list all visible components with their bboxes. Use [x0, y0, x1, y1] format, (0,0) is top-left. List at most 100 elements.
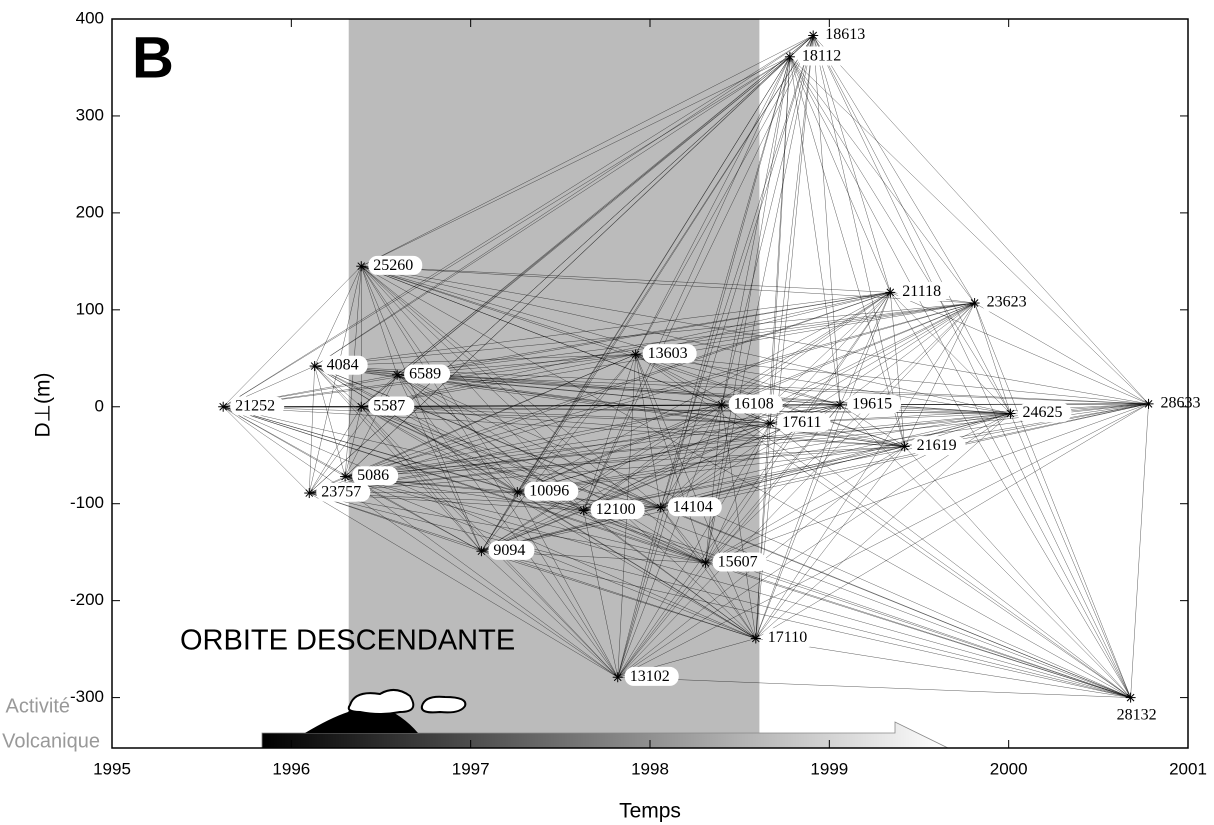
pair-link — [481, 404, 722, 552]
pair-link — [223, 56, 790, 407]
label-box — [488, 540, 535, 560]
pair-link — [314, 302, 975, 367]
pair-link — [974, 302, 1011, 414]
point — [716, 399, 727, 410]
pair-link — [345, 404, 841, 477]
pair-link — [309, 56, 791, 494]
pair-link — [705, 446, 905, 564]
pair-link — [1010, 413, 1131, 698]
pair-link — [361, 35, 814, 267]
asterisk-stroke — [613, 673, 622, 682]
pair-link — [309, 266, 362, 494]
pair-link — [517, 491, 1131, 698]
asterisk-stroke — [513, 488, 522, 496]
point-label: 23757 — [321, 484, 361, 501]
pair-link — [361, 265, 841, 406]
asterisk-stroke — [836, 400, 844, 409]
point-label: 13603 — [648, 345, 688, 362]
x-tick-label: 1998 — [631, 759, 669, 778]
pair-link — [309, 366, 315, 494]
pair-link — [705, 562, 756, 639]
pair-link — [361, 56, 790, 267]
pair-link — [309, 406, 362, 494]
point-label: 5587 — [373, 397, 405, 414]
pair-link — [361, 406, 1011, 414]
point — [392, 369, 403, 380]
asterisk-stroke — [219, 402, 228, 411]
x-axis-title: Temps — [619, 800, 681, 823]
pair-link — [617, 35, 814, 678]
pair-link — [309, 492, 1131, 698]
label-box — [712, 552, 767, 572]
pair-link — [309, 403, 1149, 494]
pair-link — [361, 406, 771, 424]
point-label: 28132 — [1117, 706, 1157, 723]
asterisk-stroke — [1006, 409, 1015, 418]
pair-link — [397, 292, 891, 375]
point-label: 23623 — [987, 294, 1027, 311]
y-tick-label: 100 — [76, 299, 104, 318]
pair-link — [705, 423, 771, 563]
point — [612, 672, 623, 683]
pair-link — [223, 406, 661, 508]
point — [1005, 408, 1016, 419]
y-tick-label: -100 — [70, 493, 104, 512]
label-box — [230, 396, 285, 416]
x-tick-label: 1996 — [272, 759, 310, 778]
pair-link — [517, 413, 1011, 493]
pair-link — [314, 35, 814, 367]
pair-link — [361, 56, 791, 407]
pair-link — [361, 266, 706, 564]
pair-link — [309, 492, 756, 639]
point — [578, 505, 589, 516]
pair-link — [705, 35, 814, 563]
pair-link — [755, 413, 1011, 639]
pair-link — [481, 403, 1149, 552]
y-tick-label: 300 — [76, 105, 104, 124]
pair-link — [361, 265, 1149, 405]
pair-link — [223, 406, 706, 564]
pair-link — [890, 292, 1149, 405]
activity-bar — [261, 721, 949, 749]
asterisk-stroke — [886, 288, 895, 297]
pair-link — [770, 302, 975, 424]
asterisk-stroke — [717, 400, 726, 409]
pair-link — [345, 476, 756, 639]
pair-link — [812, 35, 1131, 698]
pair-link — [223, 266, 362, 407]
activity-label: Volcanique — [2, 730, 100, 752]
pair-link — [396, 35, 814, 375]
pair-link — [660, 413, 1011, 508]
point — [356, 401, 367, 412]
pair-link — [361, 266, 398, 375]
pair-link — [397, 374, 1131, 698]
pair-link — [812, 35, 905, 447]
asterisk-stroke — [357, 262, 366, 271]
pair-link — [481, 550, 1131, 698]
pair-link — [583, 413, 1011, 511]
pair-link — [361, 406, 661, 508]
pair-link — [481, 491, 518, 552]
point — [885, 287, 896, 298]
pair-link — [890, 292, 1131, 698]
label-box — [667, 497, 722, 517]
pair-link — [839, 302, 975, 406]
pair-link — [755, 35, 814, 639]
pair-link — [314, 365, 362, 407]
label-box — [911, 436, 966, 456]
pair-link — [517, 446, 905, 493]
label-box — [847, 394, 902, 414]
label-box — [524, 481, 579, 501]
pair-link — [635, 354, 661, 508]
pair-link — [481, 550, 756, 639]
pair-link — [721, 302, 975, 406]
point-label: 28633 — [1161, 395, 1201, 412]
pair-link — [583, 56, 791, 511]
label-box — [368, 255, 423, 275]
point-label: 21252 — [235, 397, 275, 414]
pair-link — [361, 266, 618, 678]
point — [309, 361, 320, 372]
label-box — [321, 355, 368, 375]
pair-link — [361, 265, 891, 293]
y-tick-label: 200 — [76, 202, 104, 221]
